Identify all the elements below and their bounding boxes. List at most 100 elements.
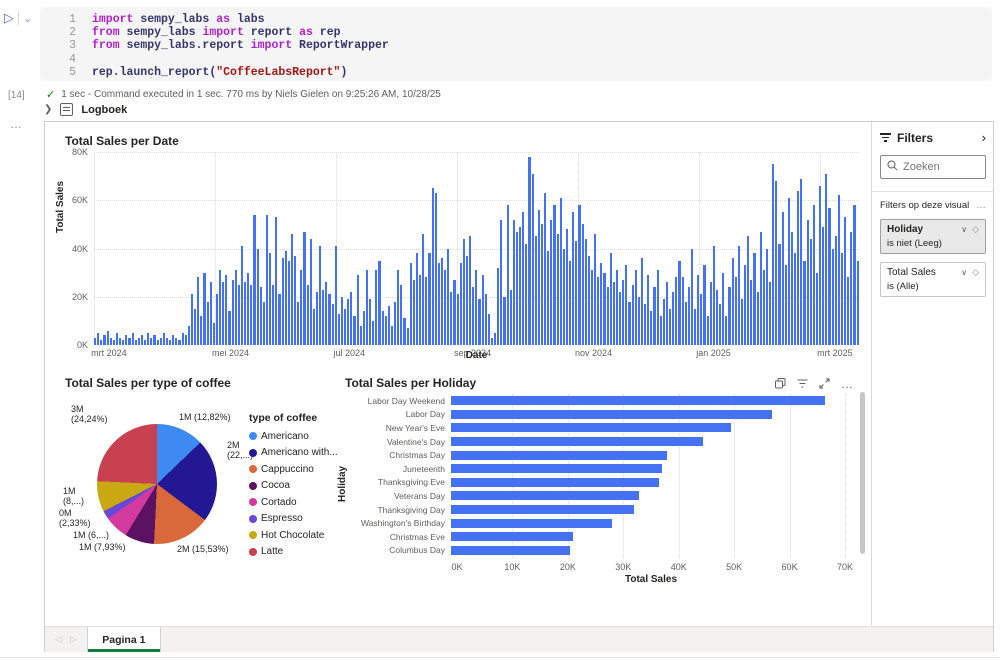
more-options-icon[interactable]: … [841, 376, 853, 391]
date-bar[interactable] [262, 301, 265, 345]
date-bar[interactable] [190, 294, 193, 345]
date-bar[interactable] [225, 275, 228, 345]
date-bar[interactable] [297, 301, 300, 345]
date-bar[interactable] [203, 272, 206, 345]
date-bar[interactable] [465, 255, 468, 345]
date-bar[interactable] [631, 284, 634, 345]
date-bar[interactable] [97, 332, 100, 345]
date-bar[interactable] [315, 291, 318, 345]
date-bar[interactable] [212, 323, 215, 345]
date-bar[interactable] [284, 250, 287, 345]
date-bar[interactable] [612, 282, 615, 345]
date-bar[interactable] [628, 301, 631, 345]
date-bar[interactable] [253, 214, 256, 345]
code-line[interactable]: 4 [54, 53, 992, 66]
date-bar[interactable] [250, 284, 253, 345]
date-bar[interactable] [447, 248, 450, 345]
date-bar[interactable] [440, 258, 443, 345]
eraser-icon[interactable]: ◇ [972, 267, 979, 277]
date-bar[interactable] [412, 279, 415, 345]
date-bar[interactable] [459, 262, 462, 345]
date-bar[interactable] [578, 205, 581, 345]
date-bar[interactable] [503, 296, 506, 345]
date-bar[interactable] [240, 246, 243, 345]
focus-mode-icon[interactable] [819, 378, 830, 389]
date-bar[interactable] [740, 299, 743, 345]
date-bar[interactable] [703, 265, 706, 345]
search-input[interactable] [903, 161, 979, 173]
date-bar[interactable] [644, 304, 647, 345]
section-more-options-icon[interactable]: … [976, 200, 986, 211]
date-bar[interactable] [340, 296, 343, 345]
date-bar[interactable] [819, 185, 822, 345]
date-bar[interactable] [319, 246, 322, 345]
date-bar[interactable] [725, 316, 728, 345]
date-bar[interactable] [375, 270, 378, 345]
date-bar[interactable] [344, 308, 347, 345]
legend-item[interactable]: Cocoa [249, 478, 338, 495]
date-bar[interactable] [525, 243, 528, 345]
date-bar[interactable] [600, 262, 603, 345]
date-bar[interactable] [128, 337, 131, 345]
date-bar[interactable] [175, 337, 178, 345]
date-bar[interactable] [722, 272, 725, 345]
date-bar[interactable] [506, 205, 509, 345]
date-bar[interactable] [200, 316, 203, 345]
legend-item[interactable]: Cappuccino [249, 461, 338, 478]
date-bar[interactable] [209, 282, 212, 345]
date-bar[interactable] [581, 224, 584, 345]
date-bar[interactable] [665, 282, 668, 345]
date-bar[interactable] [472, 287, 475, 345]
date-bar[interactable] [484, 294, 487, 345]
date-bar[interactable] [275, 217, 278, 345]
date-bar[interactable] [231, 279, 234, 345]
page-nav-next-icon[interactable]: ▷ [69, 634, 77, 644]
chevron-right-icon[interactable]: ❯ [44, 104, 53, 115]
run-options-chevron-icon[interactable]: ⌄ [23, 12, 33, 25]
date-bar[interactable] [562, 248, 565, 345]
date-bar[interactable] [672, 291, 675, 345]
date-bar[interactable] [559, 197, 562, 345]
holiday-bar[interactable] [451, 532, 573, 542]
date-bar[interactable] [734, 277, 737, 345]
chevron-down-icon[interactable]: ∨ [961, 268, 968, 277]
date-bar[interactable] [244, 282, 247, 345]
date-bar[interactable] [487, 313, 490, 345]
date-bar[interactable] [847, 277, 850, 345]
holiday-bar[interactable] [451, 545, 571, 555]
date-bar[interactable] [278, 294, 281, 345]
date-bar[interactable] [312, 308, 315, 345]
date-bar[interactable] [797, 190, 800, 345]
code-line[interactable]: 5 rep.launch_report("CoffeeLabsReport") [54, 66, 992, 79]
date-bar[interactable] [640, 258, 643, 345]
date-bar[interactable] [272, 284, 275, 345]
date-bar[interactable] [825, 173, 828, 345]
holiday-bar[interactable] [451, 518, 612, 528]
holiday-bar[interactable] [451, 464, 662, 474]
date-bar[interactable] [750, 279, 753, 345]
date-bar[interactable] [481, 275, 484, 345]
eraser-icon[interactable]: ◇ [972, 224, 979, 234]
output-more-options-icon[interactable]: … [10, 117, 23, 131]
date-bar[interactable] [490, 337, 493, 345]
date-bar[interactable] [584, 238, 587, 345]
date-bar[interactable] [331, 304, 334, 345]
date-bar[interactable] [137, 337, 140, 345]
date-bar[interactable] [187, 325, 190, 345]
date-bar[interactable] [834, 236, 837, 345]
date-bar[interactable] [500, 219, 503, 345]
date-bar[interactable] [306, 284, 309, 345]
date-bar[interactable] [637, 296, 640, 345]
date-bar[interactable] [712, 246, 715, 345]
date-bar[interactable] [684, 301, 687, 345]
date-bar[interactable] [325, 282, 328, 345]
date-bar[interactable] [762, 270, 765, 345]
date-bar[interactable] [556, 234, 559, 345]
holiday-bar[interactable] [451, 409, 773, 419]
date-bar[interactable] [303, 231, 306, 345]
date-bar[interactable] [694, 308, 697, 345]
date-bar[interactable] [844, 217, 847, 345]
date-bar[interactable] [681, 277, 684, 345]
code-editor[interactable]: 1 import sempy_labs as labs 2 from sempy_la… [40, 7, 992, 81]
date-bar[interactable] [356, 275, 359, 345]
